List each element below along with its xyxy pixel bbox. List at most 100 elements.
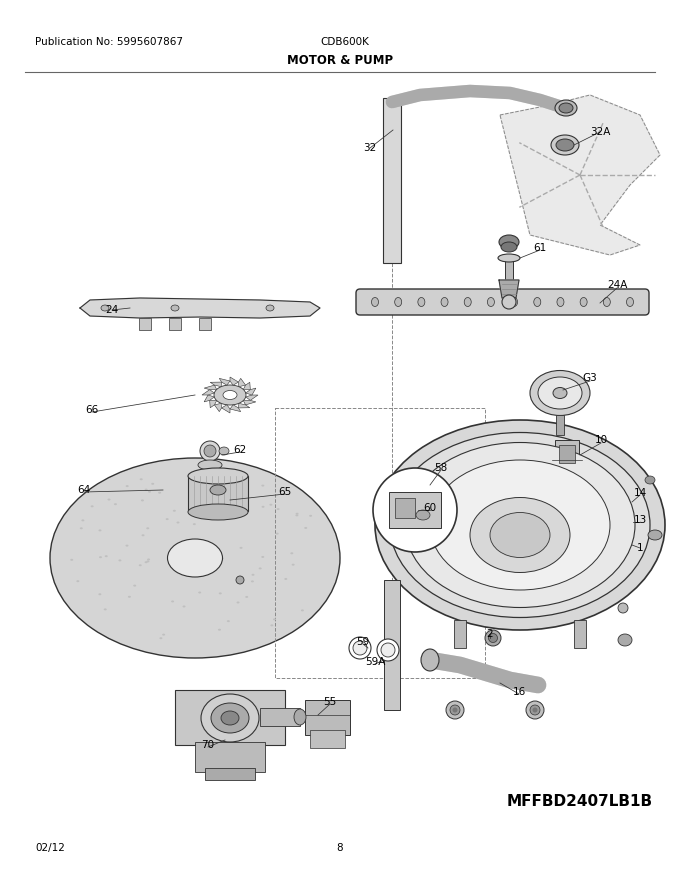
Ellipse shape <box>139 564 141 566</box>
Ellipse shape <box>147 559 150 561</box>
Text: 10: 10 <box>594 435 607 445</box>
Ellipse shape <box>219 447 229 455</box>
Polygon shape <box>210 382 222 386</box>
Ellipse shape <box>556 139 574 151</box>
Ellipse shape <box>70 559 73 561</box>
Bar <box>139 318 151 330</box>
Ellipse shape <box>198 591 201 593</box>
Text: 13: 13 <box>633 515 647 525</box>
Bar <box>555 440 579 468</box>
Ellipse shape <box>201 694 259 742</box>
Ellipse shape <box>271 624 273 627</box>
Ellipse shape <box>145 488 148 491</box>
Ellipse shape <box>381 643 395 657</box>
Polygon shape <box>245 388 256 395</box>
Ellipse shape <box>266 305 274 311</box>
Ellipse shape <box>146 527 149 529</box>
Bar <box>559 445 575 463</box>
Ellipse shape <box>580 297 587 306</box>
Ellipse shape <box>99 530 101 532</box>
FancyBboxPatch shape <box>356 289 649 315</box>
Polygon shape <box>202 390 214 395</box>
Ellipse shape <box>107 498 111 501</box>
Ellipse shape <box>441 297 448 306</box>
Ellipse shape <box>349 637 371 659</box>
Bar <box>175 690 285 745</box>
Ellipse shape <box>490 512 550 558</box>
Ellipse shape <box>534 297 541 306</box>
Ellipse shape <box>464 297 471 306</box>
Ellipse shape <box>148 491 151 493</box>
Text: 32: 32 <box>363 143 377 153</box>
Ellipse shape <box>205 503 208 505</box>
Text: 70: 70 <box>201 740 215 750</box>
Ellipse shape <box>530 370 590 415</box>
Text: 55: 55 <box>324 697 337 707</box>
Bar <box>384 580 400 710</box>
Ellipse shape <box>171 305 179 311</box>
Polygon shape <box>230 405 241 412</box>
Ellipse shape <box>239 546 243 549</box>
Ellipse shape <box>530 705 540 715</box>
Polygon shape <box>204 385 217 390</box>
Ellipse shape <box>162 634 165 635</box>
Ellipse shape <box>292 564 294 566</box>
Ellipse shape <box>221 711 239 725</box>
Ellipse shape <box>219 592 222 594</box>
Polygon shape <box>500 95 660 255</box>
Ellipse shape <box>204 445 216 457</box>
Bar <box>305 700 350 735</box>
Polygon shape <box>243 400 256 405</box>
Bar <box>383 98 401 263</box>
Circle shape <box>373 468 457 552</box>
Ellipse shape <box>499 235 519 249</box>
Bar <box>556 415 564 435</box>
Ellipse shape <box>118 560 122 561</box>
Ellipse shape <box>618 634 632 646</box>
Polygon shape <box>80 298 320 318</box>
Ellipse shape <box>418 297 425 306</box>
Ellipse shape <box>173 510 176 512</box>
Ellipse shape <box>470 497 570 573</box>
Ellipse shape <box>171 600 174 603</box>
Ellipse shape <box>251 581 254 583</box>
Ellipse shape <box>416 510 430 520</box>
Ellipse shape <box>167 539 222 577</box>
Ellipse shape <box>200 441 220 461</box>
Ellipse shape <box>236 576 244 584</box>
Ellipse shape <box>101 305 109 311</box>
Text: 60: 60 <box>424 503 437 513</box>
Polygon shape <box>499 280 519 298</box>
Ellipse shape <box>488 634 498 642</box>
Ellipse shape <box>193 523 196 525</box>
Ellipse shape <box>559 103 573 113</box>
Ellipse shape <box>218 628 221 631</box>
Ellipse shape <box>626 297 634 306</box>
Text: 66: 66 <box>86 405 99 415</box>
Ellipse shape <box>199 545 202 546</box>
Bar <box>310 730 345 748</box>
Ellipse shape <box>223 391 237 400</box>
Ellipse shape <box>648 530 662 540</box>
Ellipse shape <box>217 480 220 482</box>
Ellipse shape <box>198 460 222 470</box>
Ellipse shape <box>105 555 107 557</box>
Ellipse shape <box>555 100 577 116</box>
Ellipse shape <box>177 522 180 524</box>
Ellipse shape <box>126 545 129 546</box>
Ellipse shape <box>452 708 458 713</box>
Ellipse shape <box>99 556 102 558</box>
Ellipse shape <box>82 519 84 521</box>
Bar <box>395 498 415 518</box>
Ellipse shape <box>295 515 299 517</box>
Ellipse shape <box>261 485 265 487</box>
Ellipse shape <box>50 458 340 658</box>
Ellipse shape <box>304 527 307 529</box>
Text: 59A: 59A <box>364 657 385 667</box>
Ellipse shape <box>446 701 464 719</box>
Ellipse shape <box>210 485 226 495</box>
Ellipse shape <box>301 609 304 612</box>
Text: 8: 8 <box>337 843 343 853</box>
Ellipse shape <box>221 557 224 560</box>
Text: 1: 1 <box>636 543 643 553</box>
